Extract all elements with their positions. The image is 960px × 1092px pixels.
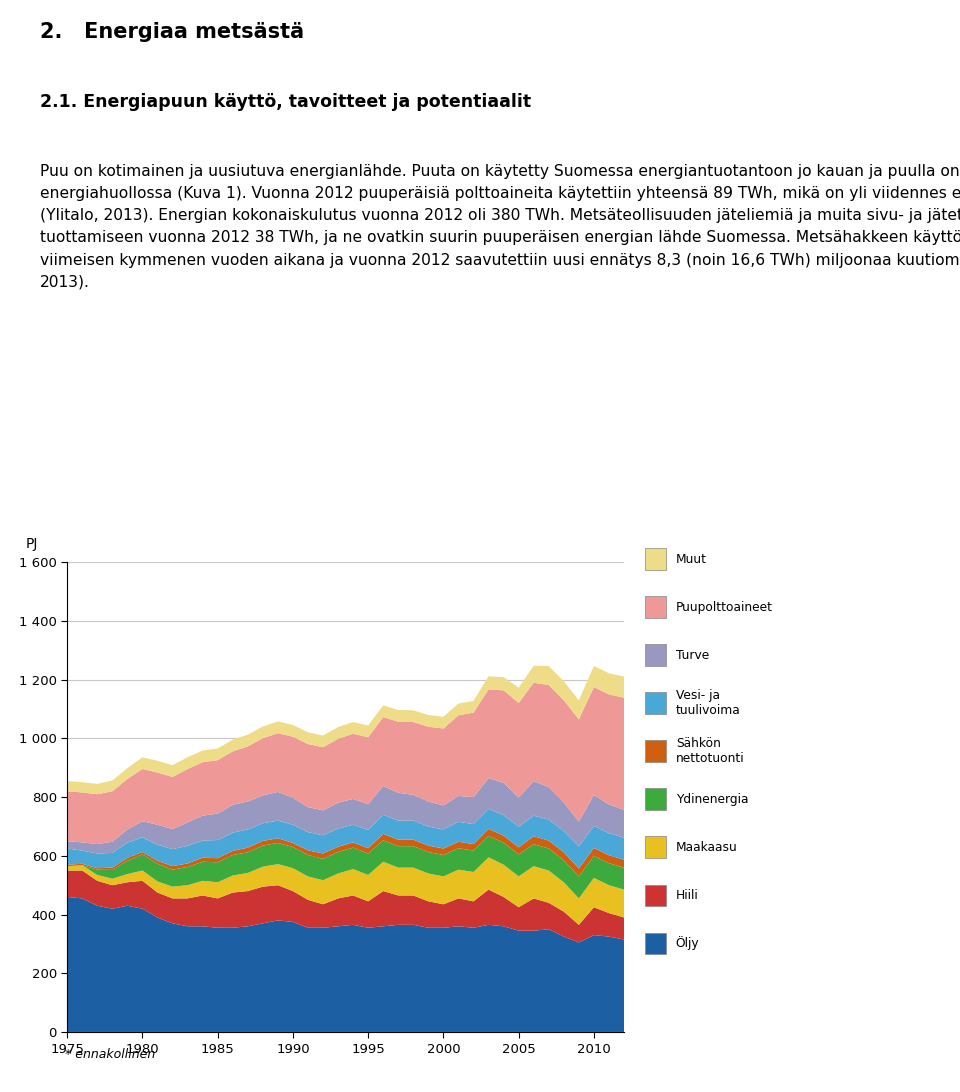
Text: * ennakollinen: * ennakollinen (65, 1048, 156, 1061)
Text: Vesi- ja
tuulivoima: Vesi- ja tuulivoima (676, 689, 740, 717)
Text: Turve: Turve (676, 649, 709, 662)
Text: Hiili: Hiili (676, 889, 699, 902)
Text: Maakaasu: Maakaasu (676, 841, 737, 854)
Text: Sähkön
nettotuonti: Sähkön nettotuonti (676, 737, 744, 765)
Text: PJ: PJ (26, 536, 37, 550)
Text: 2.1. Energiapuun käyttö, tavoitteet ja potentiaalit: 2.1. Energiapuun käyttö, tavoitteet ja p… (40, 93, 532, 110)
Text: 2.   Energiaa metsästä: 2. Energiaa metsästä (40, 22, 304, 41)
Text: Öljy: Öljy (676, 937, 700, 950)
Text: Ydinenergia: Ydinenergia (676, 793, 749, 806)
Text: Puupolttoaineet: Puupolttoaineet (676, 601, 773, 614)
Text: Puu on kotimainen ja uusiutuva energianlähde. Puuta on käytetty Suomessa energia: Puu on kotimainen ja uusiutuva energianl… (40, 164, 960, 289)
Text: Muut: Muut (676, 553, 707, 566)
